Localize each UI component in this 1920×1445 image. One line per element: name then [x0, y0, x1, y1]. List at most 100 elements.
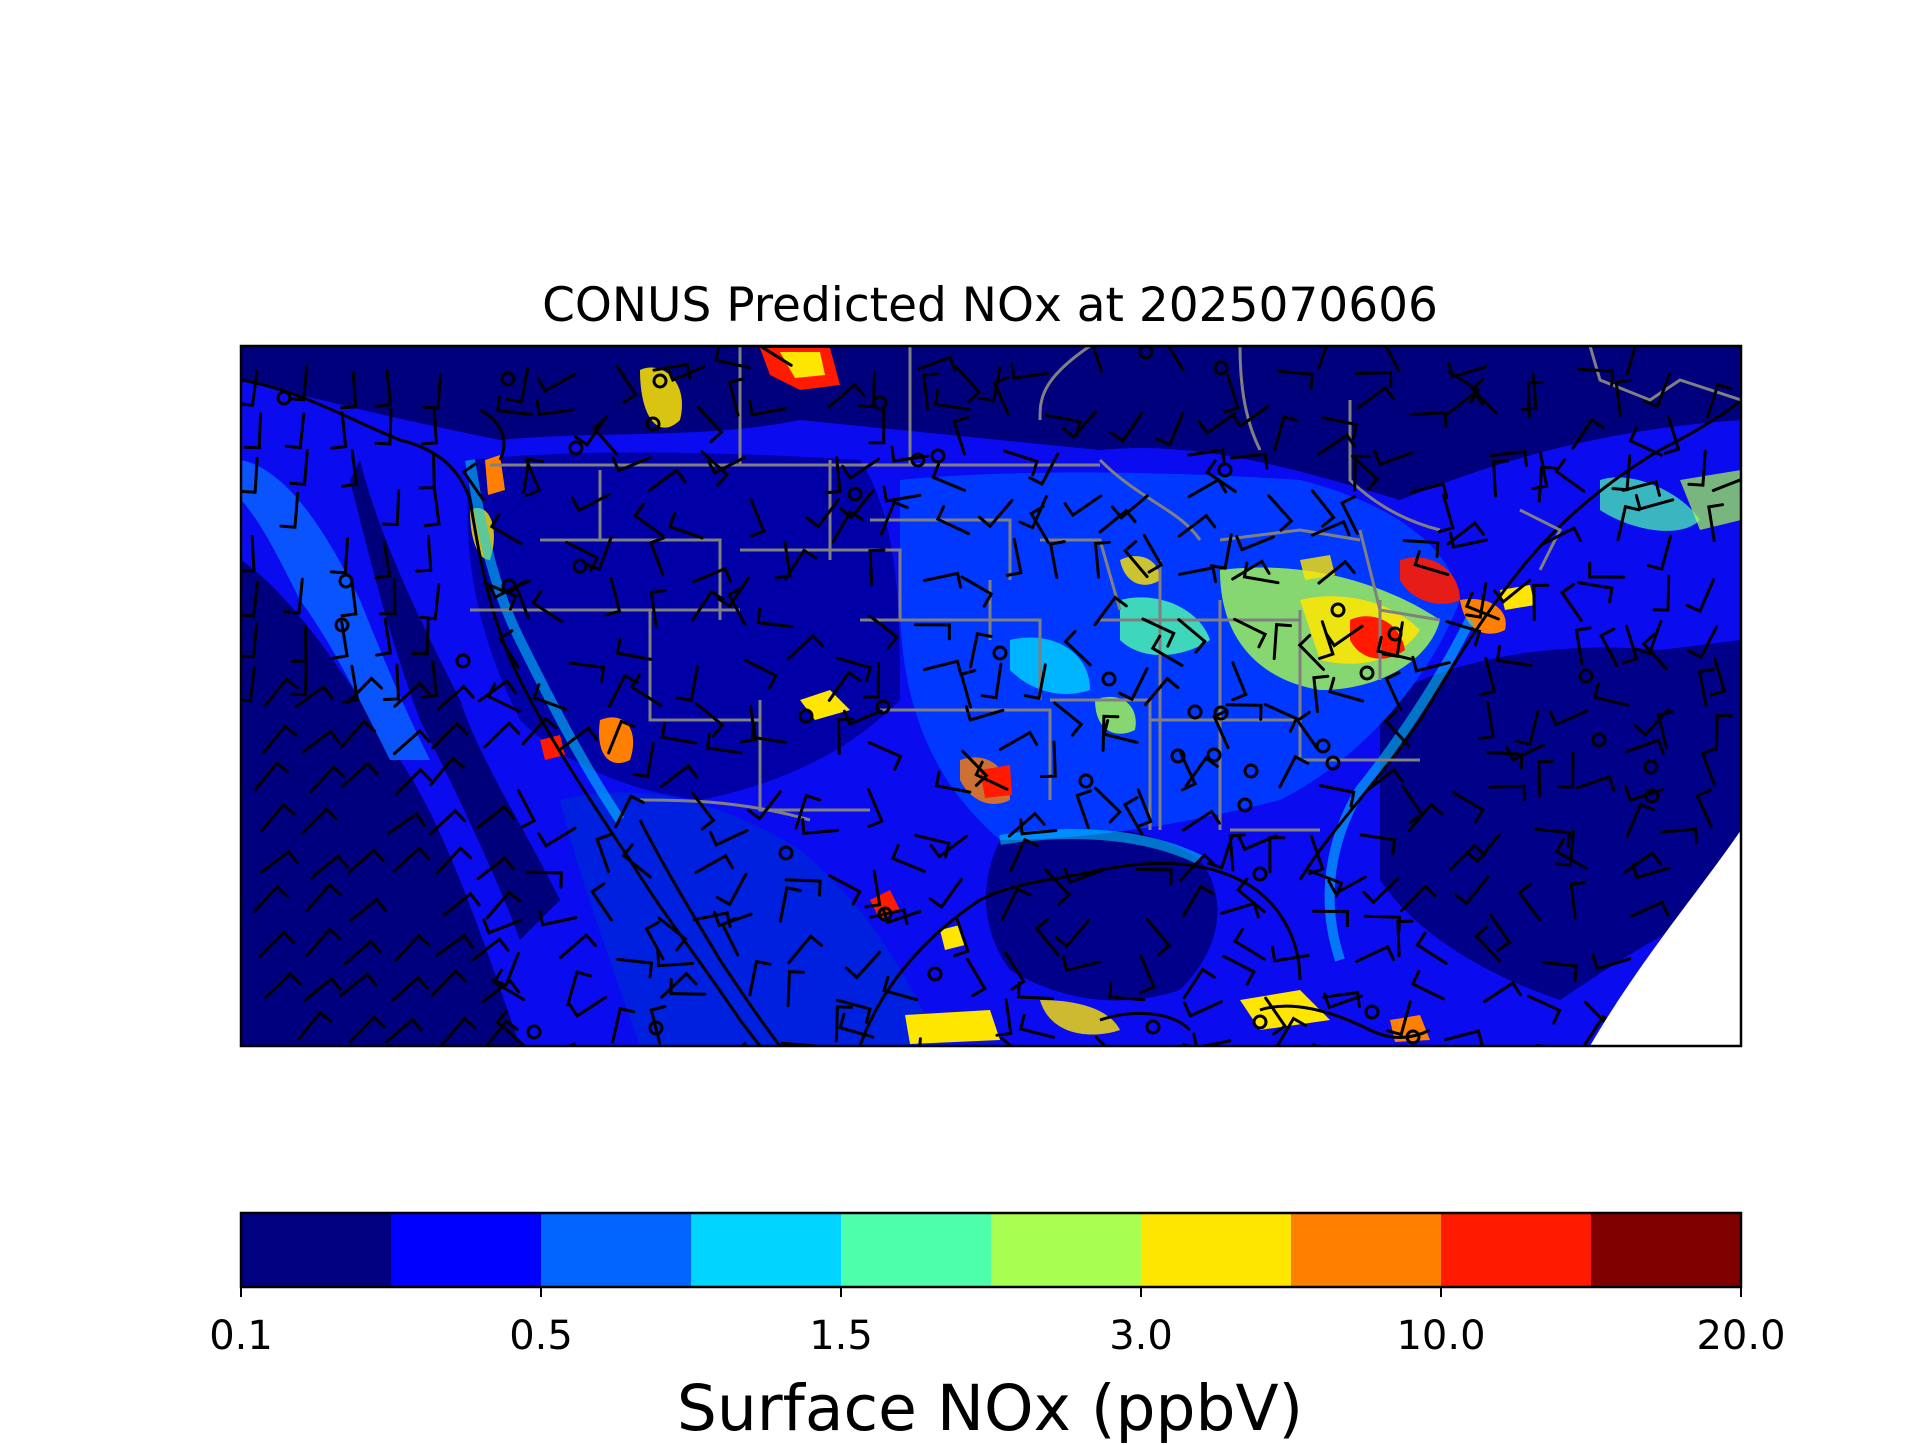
wind-barb [241, 535, 256, 573]
wind-barb [1625, 346, 1652, 376]
wind-barb [824, 456, 842, 495]
wind-barb [1355, 944, 1396, 963]
wind-barb [374, 408, 393, 446]
wind-barb [595, 833, 612, 873]
calm-wind-circle [992, 645, 1008, 661]
wind-barb [1444, 1029, 1484, 1046]
wind-barb [1614, 378, 1632, 418]
wind-barb [959, 669, 977, 709]
calm-wind-circle [1078, 773, 1094, 789]
wind-barb [1400, 884, 1437, 912]
wind-barb [669, 978, 707, 996]
wind-barb [476, 804, 515, 829]
wind-barb [1122, 540, 1149, 579]
wind-barb [1452, 791, 1485, 824]
wind-barb [1413, 549, 1450, 576]
wind-barb [1044, 868, 1072, 906]
wind-barb [1209, 533, 1233, 570]
wind-barb [1197, 411, 1237, 436]
wind-barb [283, 577, 304, 615]
wind-barb [1093, 595, 1128, 627]
wind-barb [1061, 955, 1102, 973]
wind-barb [385, 1017, 424, 1044]
wind-barb [574, 415, 608, 447]
wind-barb [1048, 540, 1066, 579]
colorbar-bin [841, 1213, 992, 1287]
wind-barb [1142, 534, 1164, 574]
wind-barb [1102, 719, 1139, 744]
calm-wind-circle [1101, 671, 1117, 687]
wind-barb [974, 760, 1009, 791]
wind-barb [1410, 969, 1445, 1001]
wind-barb [648, 536, 666, 577]
wind-barb [961, 749, 989, 787]
wind-barb [421, 407, 439, 446]
calm-wind-circle [526, 1024, 542, 1040]
wind-barb [1178, 566, 1218, 584]
wind-barb [1386, 1000, 1412, 1037]
wind-barb [496, 395, 533, 416]
wind-barb [1541, 960, 1579, 982]
wind-barb [708, 829, 749, 847]
wind-barb [1264, 996, 1288, 1036]
wind-barb [960, 575, 994, 608]
wind-barb [1278, 754, 1310, 789]
calm-wind-circle [1359, 665, 1375, 681]
wind-barb [1505, 743, 1545, 763]
wind-barb [838, 1012, 875, 1039]
wind-barb [607, 673, 639, 708]
wind-barb [331, 620, 349, 660]
wind-barb [1136, 788, 1153, 829]
wind-barb [841, 457, 881, 481]
wind-barb [1574, 626, 1592, 666]
wind-barb [301, 729, 341, 754]
wind-barb [482, 918, 523, 935]
wind-barb [522, 457, 545, 495]
calm-wind-circles [276, 346, 1660, 1045]
wind-barb [659, 763, 699, 789]
calm-wind-circle [1330, 602, 1346, 618]
wind-barb [928, 877, 963, 910]
wind-barb [1554, 458, 1586, 493]
wind-barb [867, 741, 903, 771]
wind-barb [1700, 747, 1718, 787]
wind-barb [1118, 667, 1149, 702]
colorbar-bin [1441, 1213, 1592, 1287]
wind-barb [1624, 785, 1665, 803]
wind-barb [517, 789, 537, 829]
wind-barb [341, 761, 379, 788]
wind-barb [890, 844, 926, 873]
outside-domain-area [1590, 830, 1741, 1046]
wind-barb [1135, 867, 1173, 886]
wind-barb [632, 741, 655, 779]
wind-barb [727, 586, 747, 627]
wind-barb [1324, 624, 1364, 648]
wind-barb [931, 462, 967, 492]
wind-barb [694, 853, 734, 874]
wind-barb [483, 721, 521, 749]
wind-barb [1273, 415, 1299, 452]
wind-barb [1571, 417, 1605, 450]
wind-barb [392, 846, 431, 873]
wind-barb [394, 767, 432, 796]
calm-wind-circle [1252, 866, 1268, 882]
wind-barb [1652, 574, 1671, 612]
wind-barb [1328, 676, 1365, 703]
wind-barb [422, 373, 443, 410]
pacific-near-coast-dark [350, 460, 560, 940]
wind-barb [1626, 802, 1655, 838]
wind-barb [392, 728, 431, 756]
calm-wind-circle [1387, 626, 1403, 642]
calm-wind-circle [927, 966, 943, 982]
wind-barb [506, 366, 530, 404]
wind-barb [1233, 617, 1268, 649]
wind-barb [720, 916, 740, 957]
wind-barb [431, 721, 469, 750]
wind-barb [1465, 582, 1488, 619]
wind-barb [1711, 478, 1741, 492]
wind-barb [525, 870, 563, 889]
colorbar-tick-label: 20.0 [1696, 1313, 1786, 1359]
wind-barb [1181, 809, 1221, 832]
wind-barb [879, 500, 909, 536]
wind-barb [740, 704, 758, 744]
